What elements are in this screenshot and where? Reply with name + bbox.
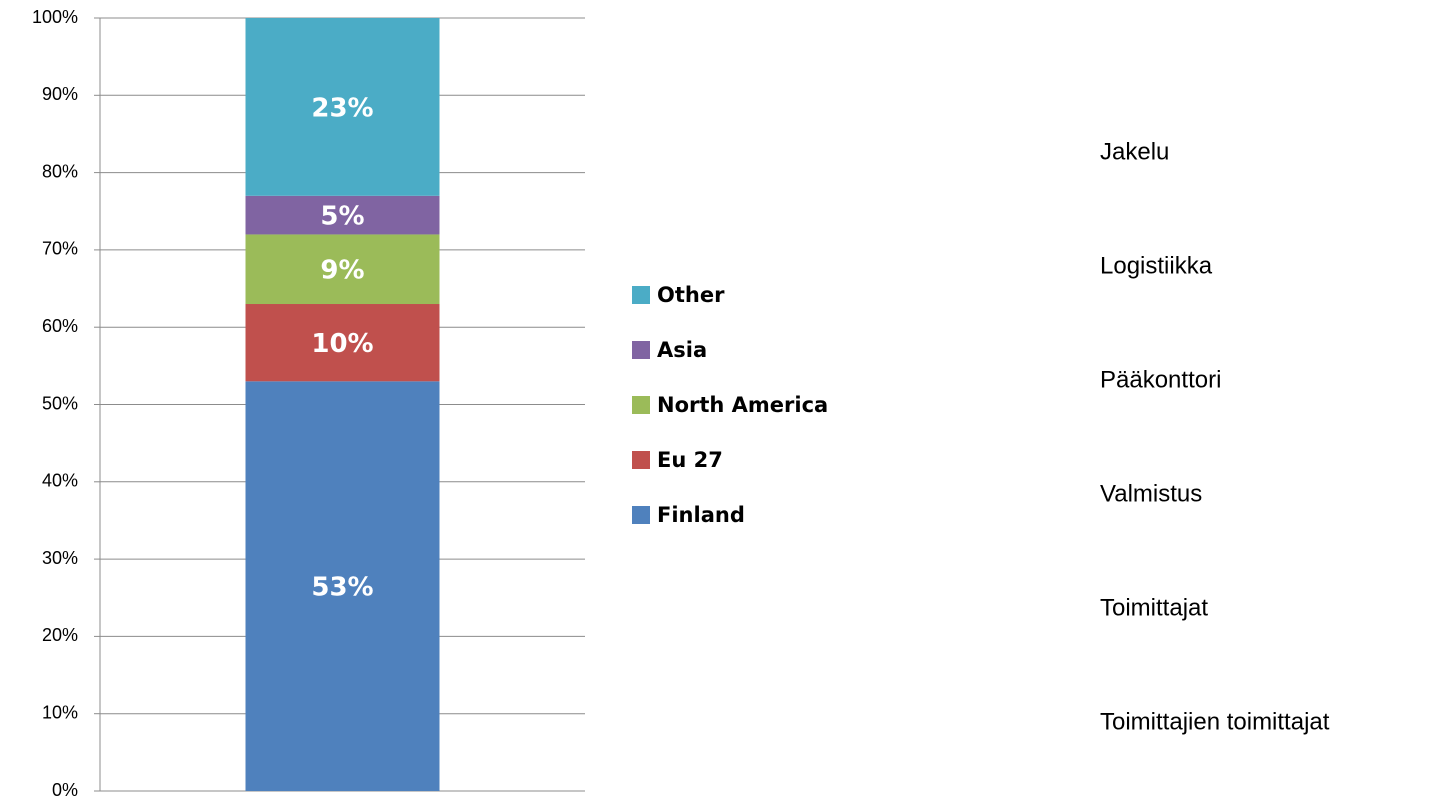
legend-swatch [632,506,650,524]
annotation: Toimittajat [1100,594,1208,621]
bar-segment [245,234,440,305]
y-tick-label: 50% [42,393,78,413]
y-tick-label: 60% [42,316,78,336]
data-label: 10% [311,329,373,359]
legend-label: North America [657,393,828,417]
bar-segment [245,195,440,235]
y-tick-label: 90% [42,84,78,104]
bar-segment [245,381,440,791]
annotation: Jakelu [1100,138,1169,165]
y-tick-label: 0% [52,780,78,800]
y-tick-label: 80% [42,161,78,181]
annotation: Toimittajien toimittajat [1100,708,1330,735]
legend-label: Finland [657,503,745,527]
data-label: 9% [320,256,364,286]
y-tick-label: 20% [42,625,78,645]
legend-swatch [632,341,650,359]
bar-segment [245,18,440,196]
legend-label: Eu 27 [657,448,723,472]
legend-swatch [632,451,650,469]
annotation: Valmistus [1100,480,1202,507]
data-label: 53% [311,573,373,603]
legend-swatch [632,396,650,414]
y-tick-label: 30% [42,548,78,568]
annotation: Pääkonttori [1100,366,1221,393]
legend-label: Asia [657,338,707,362]
data-label: 23% [311,93,373,123]
y-tick-label: 10% [42,702,78,722]
y-tick-label: 70% [42,239,78,259]
legend-swatch [632,286,650,304]
y-tick-label: 100% [32,7,78,27]
legend-label: Other [657,283,725,307]
annotation: Logistiikka [1100,252,1213,279]
y-tick-label: 40% [42,471,78,491]
data-label: 5% [320,202,364,232]
bar-segment [245,304,440,382]
